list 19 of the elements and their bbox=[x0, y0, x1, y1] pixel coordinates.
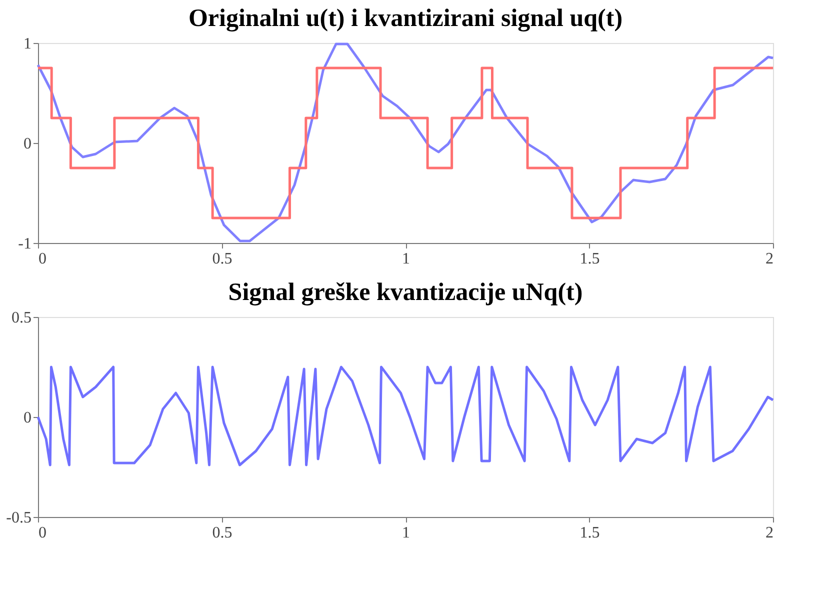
x-tick-label: 1.5 bbox=[580, 250, 600, 268]
y-tick-label: 1 bbox=[24, 36, 32, 52]
x-tick-label: 1 bbox=[402, 250, 410, 268]
chart-title: Signal greške kvantizacije uNq(t) bbox=[228, 279, 583, 306]
y-tick-label: -1 bbox=[18, 236, 32, 252]
y-tick-label: -0.5 bbox=[6, 510, 32, 526]
x-tick-label: 1.5 bbox=[580, 524, 600, 542]
x-tick-label: 2 bbox=[766, 524, 774, 542]
y-tick-label: 0 bbox=[24, 136, 32, 152]
x-tick-label: 0 bbox=[38, 524, 46, 542]
x-tick-label: 0 bbox=[38, 250, 46, 268]
y-tick-label: 0.5 bbox=[12, 310, 32, 326]
x-tick-label: 1 bbox=[402, 524, 410, 542]
line-series bbox=[36, 366, 774, 466]
chart-title: Originalni u(t) i kvantizirani signal uq(t) bbox=[188, 5, 623, 32]
y-tick-label: 0 bbox=[24, 410, 32, 426]
x-tick-label: 0.5 bbox=[212, 250, 232, 268]
x-tick-label: 2 bbox=[766, 250, 774, 268]
x-tick-label: 0.5 bbox=[212, 524, 232, 542]
